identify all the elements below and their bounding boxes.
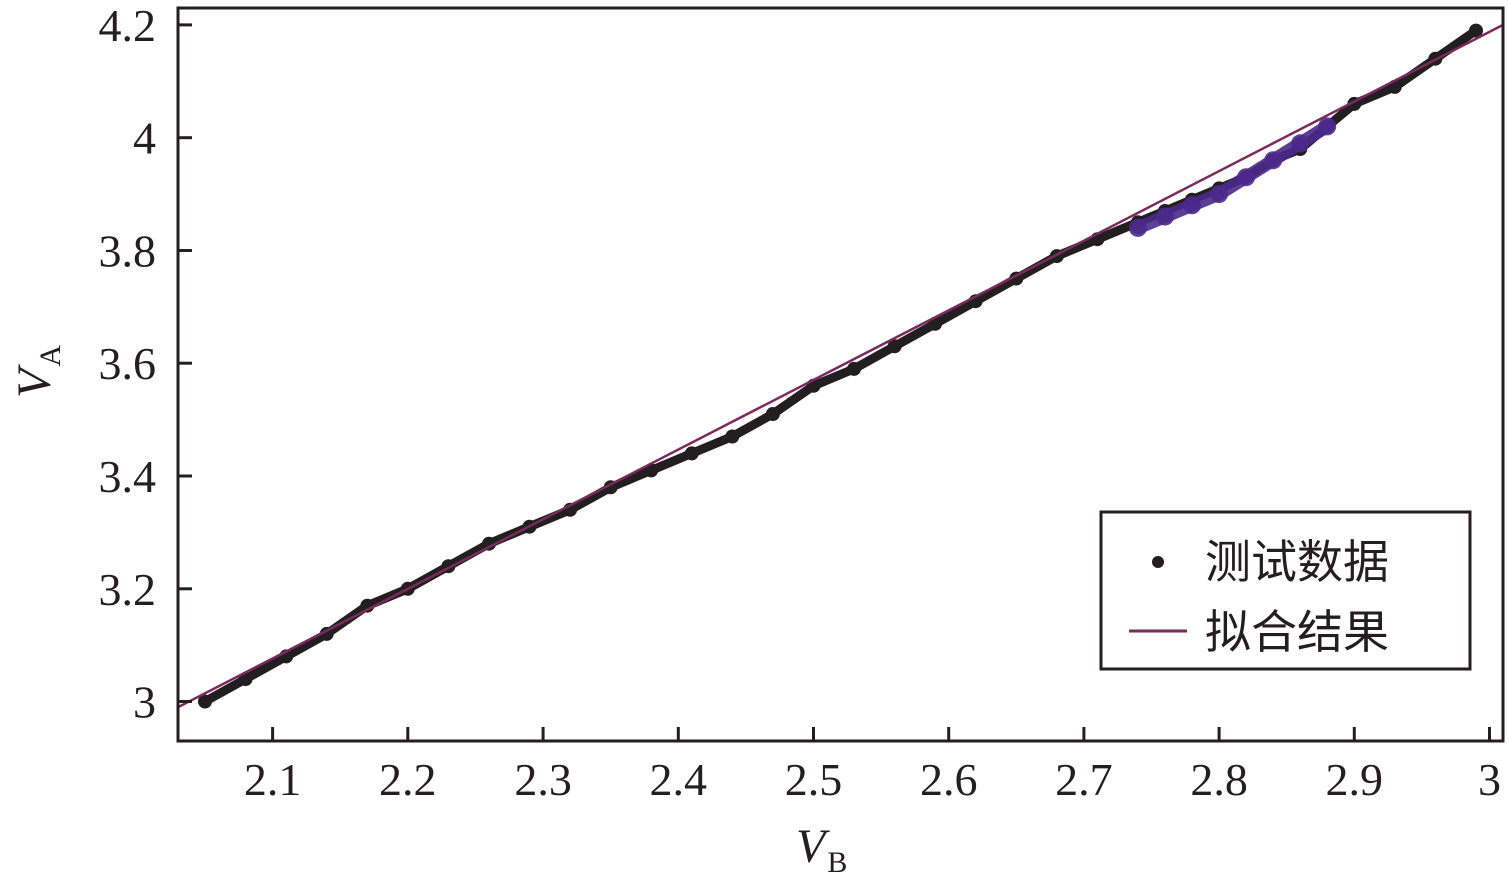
data-trail-segment — [1052, 234, 1102, 261]
axes-layer: 2.1 2.2 2.3 2.4 2.5 2.6 2.7 2.8 2.9 3 3 3.2 3.4 3.6 3.… — [99, 0, 1505, 805]
y-tick-label: 3 — [133, 677, 156, 728]
x-tick-label: 2.2 — [379, 754, 437, 805]
x-axis-label: VB — [796, 820, 847, 879]
data-trail-secondary — [1293, 119, 1334, 150]
legend-label-fit: 拟合结果 — [1205, 605, 1389, 659]
data-trail-segment — [1011, 251, 1062, 284]
data-trail-segment — [443, 539, 494, 571]
axes-frame — [176, 6, 1505, 743]
legend: 测试数据 拟合结果 — [1099, 510, 1472, 671]
x-tick-label: 2.1 — [244, 754, 302, 805]
data-trail-segment — [768, 381, 818, 419]
y-tick-label: 3.2 — [99, 564, 157, 615]
data-trail-segment — [565, 482, 616, 515]
data-trail-segment — [281, 629, 332, 661]
x-tick-label: 2.6 — [920, 754, 978, 805]
x-tick-label: 2.3 — [514, 754, 572, 805]
y-axis-label: VA — [8, 345, 67, 398]
x-tick-label: 2.8 — [1190, 754, 1248, 805]
data-trail-segment — [200, 674, 251, 706]
x-tick-label: 2.4 — [650, 754, 708, 805]
data-trail-segment — [646, 448, 697, 475]
data-trail-segment — [890, 319, 940, 351]
data-layer — [177, 23, 1504, 709]
x-tick-label: 2.9 — [1326, 754, 1384, 805]
data-trail-segment — [971, 274, 1021, 306]
legend-marker-test-data — [1152, 556, 1164, 568]
data-trail-segment — [809, 364, 859, 391]
legend-box — [1099, 510, 1472, 671]
data-trail-segment — [241, 651, 291, 684]
y-tick-label: 3.6 — [99, 338, 157, 389]
data-trail-segment — [687, 432, 737, 458]
data-trail-segment — [930, 296, 981, 329]
y-tick-label: 3.4 — [99, 451, 157, 502]
legend-label-test-data: 测试数据 — [1205, 535, 1389, 589]
y-tick-label: 4 — [133, 113, 156, 164]
y-tick-label: 3.8 — [99, 226, 157, 277]
data-trail-segment — [849, 341, 900, 374]
y-tick-label: 4.2 — [99, 0, 157, 51]
x-tick-label: 2.5 — [785, 754, 843, 805]
x-tick-label: 3 — [1478, 754, 1501, 805]
x-tick-label: 2.7 — [1055, 754, 1113, 805]
data-trail-segment — [727, 409, 778, 441]
fit-line — [177, 23, 1504, 709]
data-trail-segment — [1349, 82, 1400, 109]
data-trail-segment — [1430, 26, 1481, 64]
data-trail-segment — [606, 465, 656, 492]
